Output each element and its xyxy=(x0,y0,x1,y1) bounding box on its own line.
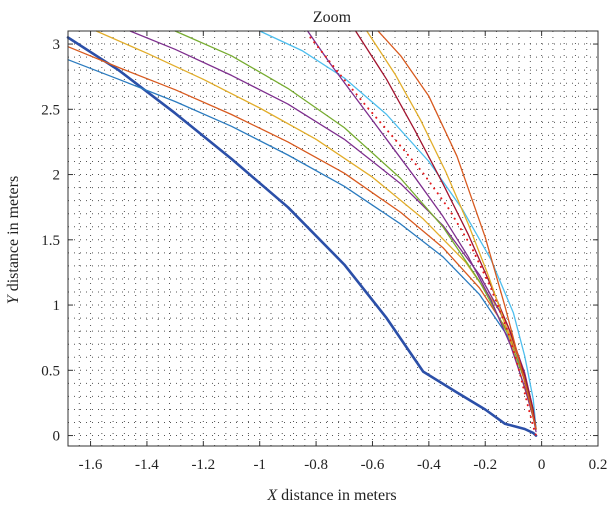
x-tick-label: 0.2 xyxy=(589,457,608,473)
x-axis-label-var: X xyxy=(266,487,278,504)
x-axis-label: X distance in meters xyxy=(266,487,396,504)
y-axis-label: Y distance in meters xyxy=(5,176,22,304)
y-axis-label-var: Y xyxy=(5,293,22,304)
y-tick-label: 0.5 xyxy=(41,363,60,379)
series-line-1 xyxy=(66,36,538,437)
y-tick-label: 1.5 xyxy=(41,233,60,249)
x-tick-label: -1.6 xyxy=(79,457,103,473)
x-tick-label: -1 xyxy=(253,457,266,473)
x-tick-label: -0.4 xyxy=(417,457,441,473)
y-tick-label: 3 xyxy=(53,37,61,53)
y-tick-label: 1 xyxy=(53,298,61,314)
series-line-11 xyxy=(377,30,537,430)
x-tick-label: 0 xyxy=(538,457,546,473)
y-tick-label: 2 xyxy=(53,168,61,184)
x-tick-label: -0.2 xyxy=(473,457,497,473)
y-tick-label: 2.5 xyxy=(41,102,60,118)
series-line-8 xyxy=(354,30,537,430)
y-tick-label: 0 xyxy=(53,429,61,445)
series-line-10 xyxy=(306,30,537,433)
chart-title: Zoom xyxy=(313,9,352,26)
x-axis-label-text: distance in meters xyxy=(277,487,397,504)
x-tick-label: -0.6 xyxy=(361,457,385,473)
axis-ticks: -1.6 -1.4 -1.2 -1 -0.8 -0.6 -0.4 -0.2 0 0.2 0 0.5 1 1… xyxy=(41,31,607,473)
x-tick-label: -0.8 xyxy=(304,457,328,473)
plot-frame xyxy=(67,30,599,447)
grid xyxy=(68,30,598,446)
y-axis-label-text: distance in meters xyxy=(5,176,22,296)
x-tick-label: -1.2 xyxy=(191,457,215,473)
series-line-12 xyxy=(309,36,537,437)
series-group xyxy=(66,30,538,437)
x-tick-label: -1.4 xyxy=(135,457,159,473)
